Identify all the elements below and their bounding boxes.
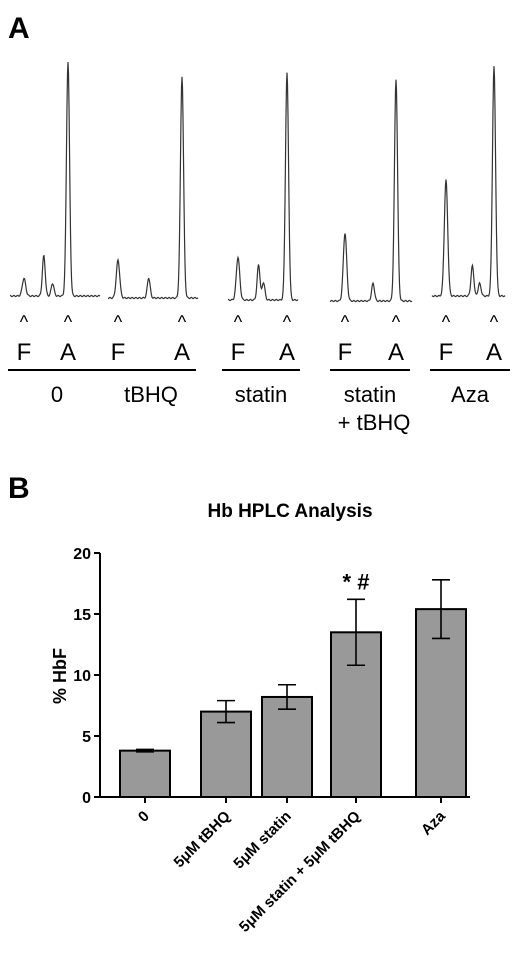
panel-a-letter: A	[8, 12, 30, 45]
bar	[200, 710, 252, 798]
chromatogram-trace	[431, 66, 506, 298]
bar	[119, 749, 171, 799]
peak-label-f: F	[338, 339, 353, 366]
peak-marker: ^	[20, 312, 29, 332]
x-tick-label: 5μM statin + 5μM tBHQ	[236, 808, 364, 936]
peak-label-a: A	[486, 339, 502, 366]
bar	[415, 608, 467, 798]
chromatogram-trace	[9, 61, 101, 298]
peak-label-f: F	[17, 339, 32, 366]
peak-marker: ^	[64, 312, 73, 332]
condition-label: tBHQ	[124, 382, 178, 407]
peak-label-a: A	[174, 339, 190, 366]
condition-label: Aza	[451, 382, 490, 407]
peak-marker: ^	[178, 312, 187, 332]
peak-label-f: F	[111, 339, 126, 366]
y-tick-label: 15	[73, 607, 91, 624]
peak-label-f: F	[231, 339, 246, 366]
y-tick-label: 10	[73, 668, 91, 685]
peak-label-f: F	[439, 339, 454, 366]
chromatogram-trace	[227, 72, 299, 302]
panel-b-letter: B	[8, 472, 30, 505]
peak-label-a: A	[279, 339, 295, 366]
peak-marker: ^	[442, 312, 451, 332]
peak-marker: ^	[283, 312, 292, 332]
chromatogram-trace	[107, 76, 199, 300]
peak-marker: ^	[114, 312, 123, 332]
y-axis-label: % HbF	[50, 648, 70, 704]
bar-series: * #	[119, 569, 467, 799]
y-axis: 0 5 10 15 20	[73, 546, 101, 807]
chromatogram-trace	[329, 79, 413, 303]
condition-label: statin	[235, 382, 288, 407]
x-tick-label: 0	[135, 808, 153, 826]
y-tick-label: 5	[82, 729, 91, 746]
x-tick-label: 5μM tBHQ	[171, 808, 235, 872]
condition-label: 0	[51, 382, 63, 407]
chart-title: Hb HPLC Analysis	[207, 501, 372, 522]
y-tick-label: 0	[82, 790, 91, 807]
x-tick-label: Aza	[418, 807, 449, 838]
condition-label: statin	[344, 382, 397, 407]
peak-label-a: A	[60, 339, 76, 366]
x-tick-label: 5μM statin	[230, 808, 294, 872]
bar	[261, 695, 313, 799]
significance-annotation: * #	[343, 569, 370, 594]
condition-label-line2: + tBHQ	[338, 410, 411, 435]
peak-marker: ^	[234, 312, 243, 332]
peak-label-a: A	[388, 339, 404, 366]
peak-marker: ^	[490, 312, 499, 332]
y-tick-label: 20	[73, 546, 91, 563]
peak-marker: ^	[392, 312, 401, 332]
peak-marker: ^	[341, 312, 350, 332]
